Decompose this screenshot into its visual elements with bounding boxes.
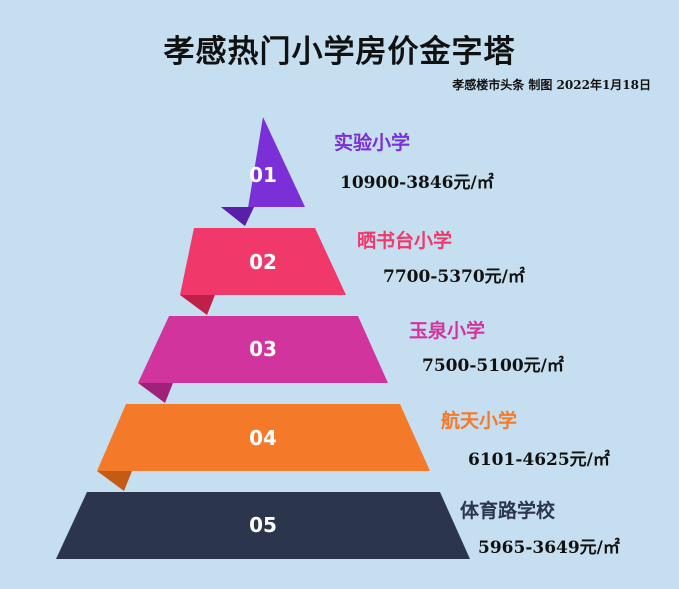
credit-line: 孝感楼市头条 制图 2022年1月18日 — [452, 78, 651, 92]
tier-3-number: 03 — [249, 337, 277, 361]
tier-5-school: 体育路学校 — [460, 500, 556, 522]
tier-5-number: 05 — [249, 513, 277, 537]
tier-2-school: 晒书台小学 — [357, 230, 453, 252]
page-title: 孝感热门小学房价金字塔 — [163, 34, 516, 70]
tier-5-price: 5965-3649元/㎡ — [478, 538, 620, 558]
tier-4-number: 04 — [249, 426, 277, 450]
tier-4-shape: 04 — [97, 404, 430, 491]
tier-2-number: 02 — [249, 250, 277, 274]
tier-1-school: 实验小学 — [334, 132, 411, 154]
tier-3-price: 7500-5100元/㎡ — [422, 356, 564, 376]
tier-4-school: 航天小学 — [441, 410, 518, 432]
tier-5-shape: 05 — [56, 492, 470, 559]
tier-2-price: 7700-5370元/㎡ — [383, 267, 525, 287]
tier-4-price: 6101-4625元/㎡ — [468, 450, 610, 470]
tier-1-shape: 01 — [221, 117, 305, 226]
tier-1-number: 01 — [249, 163, 277, 187]
tier-3-shape: 03 — [138, 316, 388, 403]
tier-1-price: 10900-3846元/㎡ — [340, 173, 494, 193]
tier-3-school: 玉泉小学 — [409, 320, 486, 342]
tier-2-shape: 02 — [180, 228, 346, 315]
